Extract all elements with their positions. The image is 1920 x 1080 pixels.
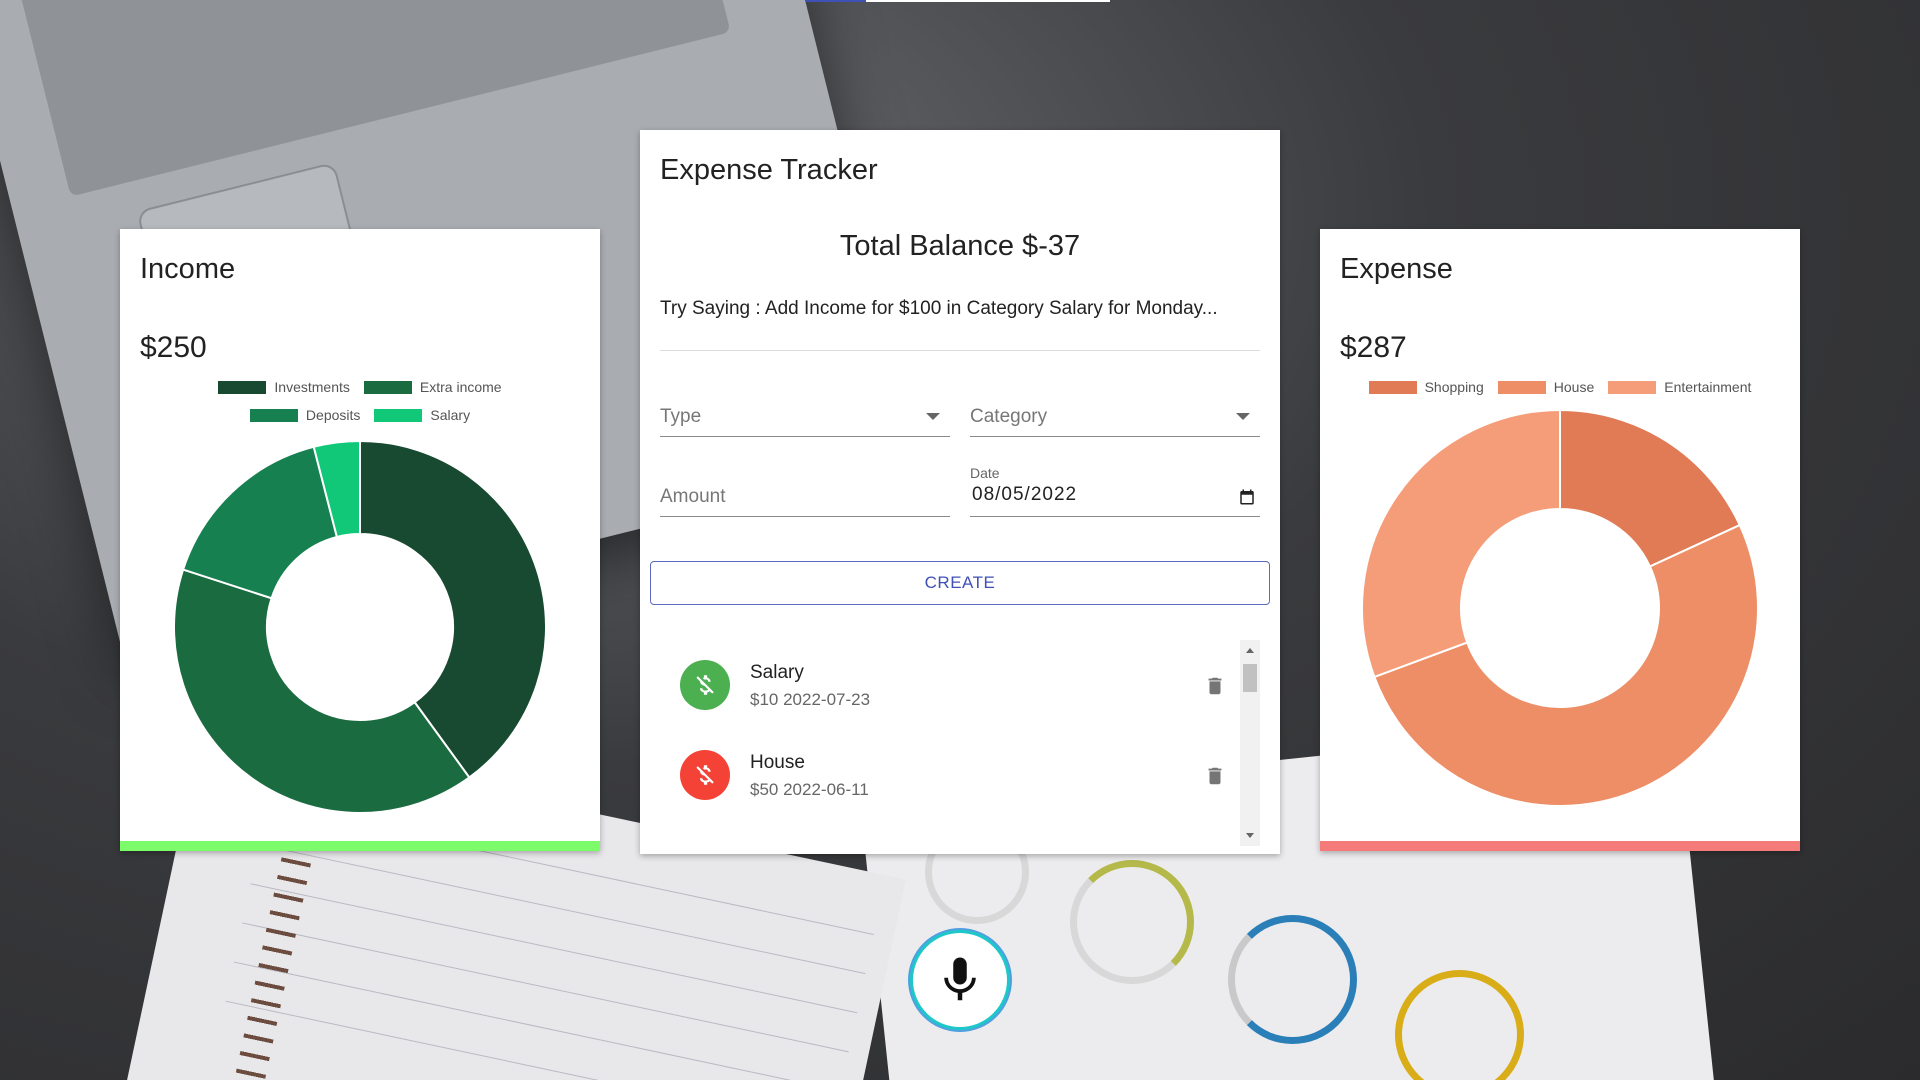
slice-entertainment[interactable] (1361, 408, 1561, 679)
slice-extra-income[interactable] (173, 568, 471, 814)
keyboard-illustration (15, 0, 731, 197)
date-input[interactable]: Date 08/05/2022 (970, 465, 1260, 517)
caret-down-icon (926, 413, 940, 420)
income-title: Income (140, 253, 236, 285)
scroll-up-icon[interactable] (1246, 648, 1254, 653)
gauge-50-illustration (1070, 860, 1194, 984)
gauge-75-illustration (1228, 915, 1357, 1044)
income-card: Income $250 Investments Extra income Dep… (120, 229, 600, 851)
legend-item-extra-income[interactable]: Extra income (363, 379, 502, 395)
expense-amount: $287 (1340, 331, 1407, 364)
type-select[interactable]: Type (660, 398, 950, 437)
income-avatar (680, 660, 730, 710)
top-progress-accent (806, 0, 866, 2)
calendar-icon[interactable] (1238, 488, 1256, 506)
total-balance: Total Balance $-37 (839, 230, 1081, 262)
legend-item-entertainment[interactable]: Entertainment (1608, 379, 1751, 395)
legend-item-deposits[interactable]: Deposits (249, 407, 360, 423)
transaction-list: Salary $10 2022-07-23 House $50 2022-06-… (660, 640, 1260, 846)
date-input-label: Date (970, 465, 1000, 481)
dollar-off-icon (696, 675, 714, 695)
category-select[interactable]: Category (970, 398, 1260, 437)
divider (660, 350, 1260, 351)
slice-house[interactable] (1373, 523, 1759, 807)
type-select-label: Type (660, 406, 702, 427)
scroll-thumb[interactable] (1243, 664, 1257, 692)
income-donut-chart (173, 439, 547, 814)
amount-input-label: Amount (660, 486, 726, 507)
expense-donut-chart (1361, 408, 1759, 807)
expense-accent-bar (1320, 841, 1800, 851)
dollar-off-icon (696, 765, 714, 785)
income-accent-bar (120, 841, 600, 851)
legend-item-house[interactable]: House (1497, 379, 1594, 395)
list-scrollbar[interactable] (1240, 640, 1260, 846)
trash-icon[interactable] (1204, 764, 1226, 788)
expense-avatar (680, 750, 730, 800)
list-item[interactable]: Salary $10 2022-07-23 (660, 640, 1238, 730)
amount-input[interactable]: Amount (660, 470, 950, 517)
tracker-title: Expense Tracker (660, 154, 878, 186)
slice-deposits[interactable] (181, 445, 339, 600)
income-amount: $250 (140, 331, 207, 364)
expense-title: Expense (1340, 253, 1453, 285)
top-progress-track (806, 0, 1110, 2)
transaction-name: Salary (750, 662, 804, 683)
legend-item-salary[interactable]: Salary (374, 407, 470, 423)
trash-icon[interactable] (1204, 674, 1226, 698)
legend-item-investments[interactable]: Investments (218, 379, 350, 395)
transaction-name: House (750, 752, 805, 773)
scroll-down-icon[interactable] (1246, 833, 1254, 838)
list-item[interactable]: House $50 2022-06-11 (660, 730, 1238, 820)
microphone-icon (944, 957, 976, 1001)
voice-hint: Try Saying : Add Income for $100 in Cate… (660, 298, 1218, 319)
transaction-detail: $10 2022-07-23 (750, 690, 871, 709)
date-input-value: 08/05/2022 (972, 484, 1078, 505)
caret-down-icon (1236, 413, 1250, 420)
slice-shopping[interactable] (1559, 408, 1742, 568)
slice-salary[interactable] (312, 439, 361, 539)
expense-tracker-card: Expense Tracker Total Balance $-37 Try S… (640, 130, 1280, 854)
create-button[interactable]: CREATE (650, 561, 1270, 605)
category-select-label: Category (970, 406, 1048, 427)
gauge-100-illustration (1395, 970, 1524, 1080)
slice-investments[interactable] (359, 439, 547, 779)
expense-card: Expense $287 Shopping House Entertainmen… (1320, 229, 1800, 851)
expense-legend: Shopping House Entertainment (1320, 379, 1800, 395)
transaction-detail: $50 2022-06-11 (750, 780, 869, 799)
microphone-button[interactable] (910, 930, 1010, 1030)
legend-item-shopping[interactable]: Shopping (1368, 379, 1484, 395)
